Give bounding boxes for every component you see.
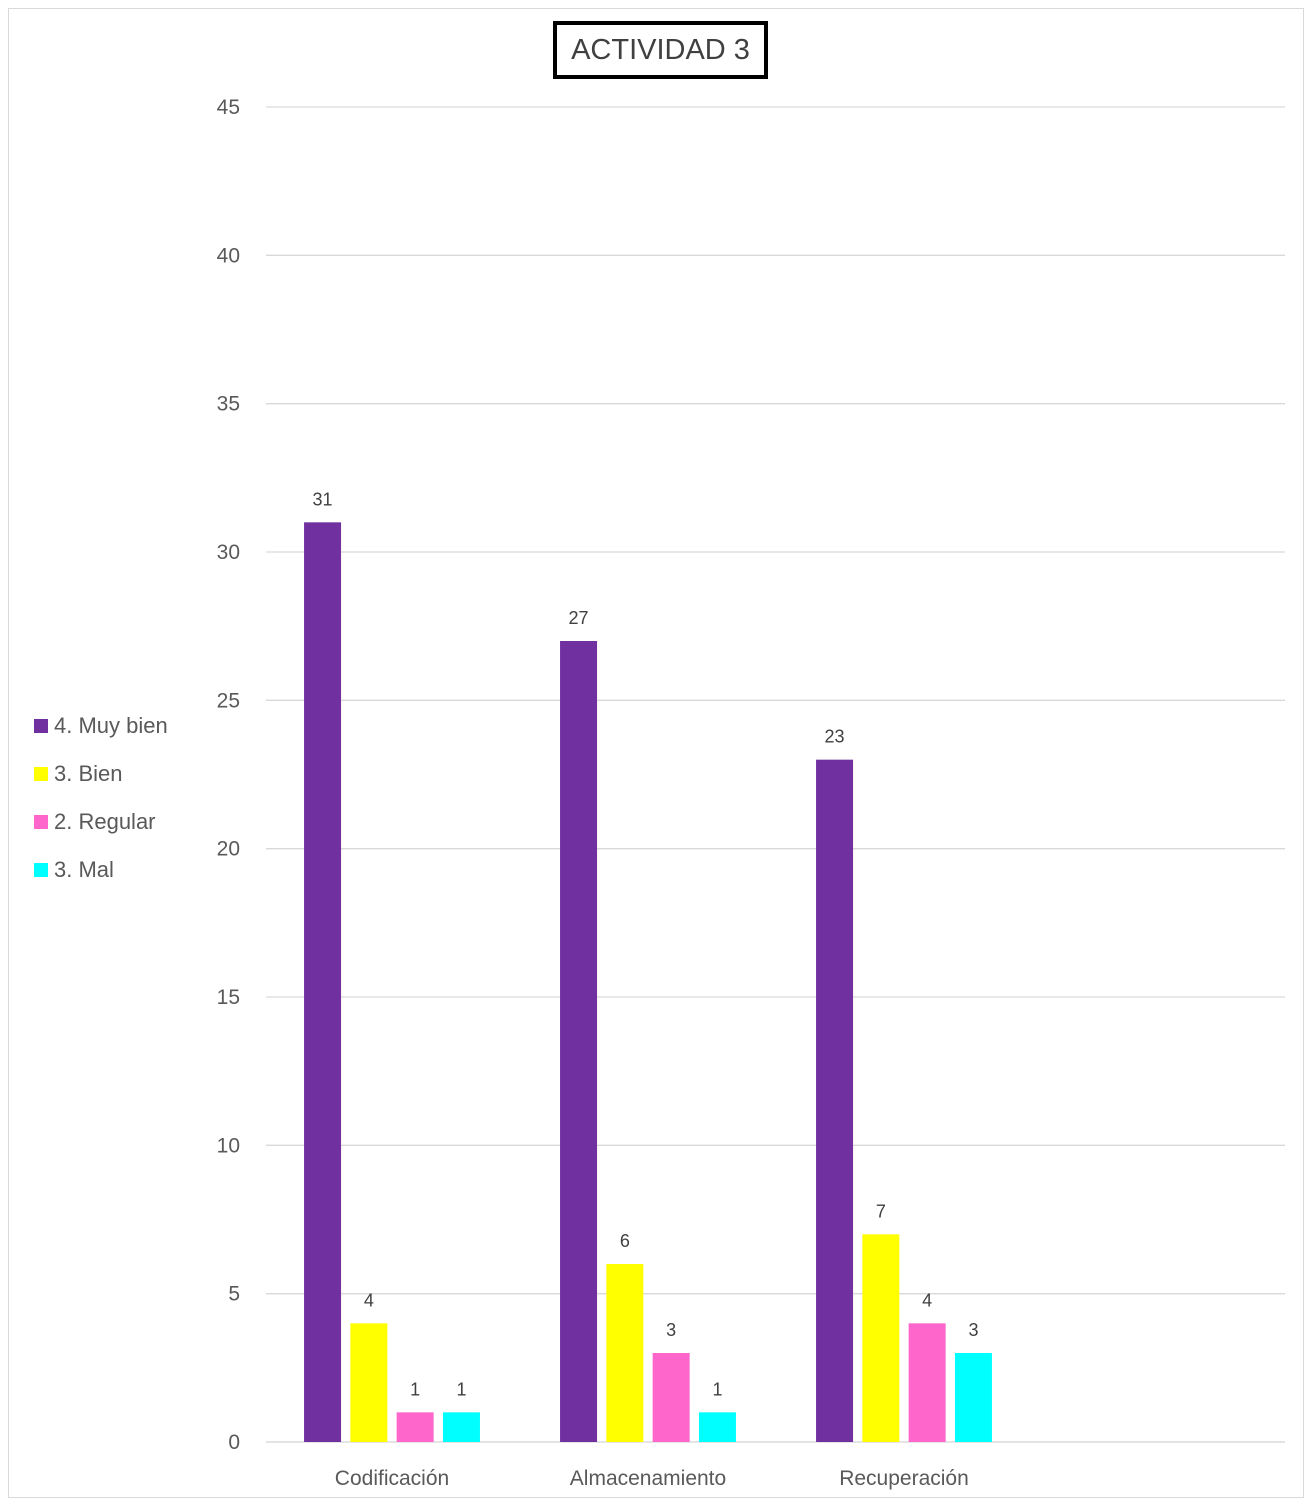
legend-item-3-bien: 3. Bien bbox=[34, 750, 168, 798]
bar-2-regular-almacenamiento bbox=[652, 1353, 690, 1442]
legend-swatch bbox=[34, 863, 48, 877]
data-label: 4 bbox=[922, 1290, 932, 1310]
y-tick-label: 15 bbox=[217, 986, 240, 1009]
chart-frame bbox=[8, 8, 1304, 1498]
data-label: 1 bbox=[410, 1379, 420, 1399]
y-tick-label: 10 bbox=[217, 1134, 240, 1157]
legend: 4. Muy bien 3. Bien 2. Regular 3. Mal bbox=[34, 702, 168, 894]
data-label: 1 bbox=[712, 1379, 722, 1399]
legend-label: 3. Mal bbox=[54, 857, 114, 882]
data-label: 31 bbox=[313, 489, 333, 509]
x-category-label: Almacenamiento bbox=[570, 1467, 726, 1490]
chart-title: ACTIVIDAD 3 bbox=[553, 21, 768, 79]
bar-3-mal-codificacion bbox=[442, 1412, 480, 1442]
data-label: 7 bbox=[876, 1201, 886, 1221]
data-label: 23 bbox=[825, 727, 845, 747]
bar-3-bien-recuperacion bbox=[862, 1234, 900, 1442]
x-category-label: Codificación bbox=[335, 1467, 449, 1490]
y-tick-label: 30 bbox=[217, 541, 240, 564]
legend-label: 4. Muy bien bbox=[54, 713, 168, 738]
bar-4-muy-bien-almacenamiento bbox=[560, 641, 598, 1442]
data-label: 4 bbox=[364, 1290, 374, 1310]
legend-item-3-mal: 3. Mal bbox=[34, 846, 168, 894]
y-tick-label: 40 bbox=[217, 244, 240, 267]
y-tick-label: 20 bbox=[217, 838, 240, 861]
bar-3-mal-recuperacion bbox=[954, 1353, 992, 1442]
data-label: 3 bbox=[666, 1320, 676, 1340]
y-tick-label: 5 bbox=[228, 1283, 240, 1306]
y-tick-label: 25 bbox=[217, 689, 240, 712]
legend-label: 3. Bien bbox=[54, 761, 123, 786]
data-label: 1 bbox=[456, 1379, 466, 1399]
x-category-label: Recuperación bbox=[839, 1467, 969, 1490]
legend-label: 2. Regular bbox=[54, 809, 156, 834]
y-tick-label: 45 bbox=[217, 96, 240, 119]
y-axis-ticks: 0 5 10 15 20 25 30 35 40 45 bbox=[217, 96, 240, 1454]
bars bbox=[304, 522, 992, 1442]
bar-3-bien-almacenamiento bbox=[606, 1264, 644, 1442]
legend-item-2-regular: 2. Regular bbox=[34, 798, 168, 846]
y-tick-label: 35 bbox=[217, 393, 240, 416]
legend-swatch bbox=[34, 815, 48, 829]
data-label: 3 bbox=[968, 1320, 978, 1340]
bar-4-muy-bien-recuperacion bbox=[816, 759, 854, 1442]
bar-3-mal-almacenamiento bbox=[698, 1412, 736, 1442]
bar-2-regular-recuperacion bbox=[908, 1323, 946, 1442]
bar-4-muy-bien-codificacion bbox=[304, 522, 342, 1442]
bar-3-bien-codificacion bbox=[350, 1323, 388, 1442]
data-label: 27 bbox=[569, 608, 589, 628]
data-label: 6 bbox=[620, 1231, 630, 1251]
y-tick-label: 0 bbox=[228, 1431, 240, 1454]
legend-swatch bbox=[34, 719, 48, 733]
bar-2-regular-codificacion bbox=[396, 1412, 434, 1442]
legend-item-4-muy-bien: 4. Muy bien bbox=[34, 702, 168, 750]
legend-swatch bbox=[34, 767, 48, 781]
x-axis-categories: Codificación Almacenamiento Recuperación bbox=[335, 1467, 969, 1490]
gridlines bbox=[266, 106, 1285, 1443]
